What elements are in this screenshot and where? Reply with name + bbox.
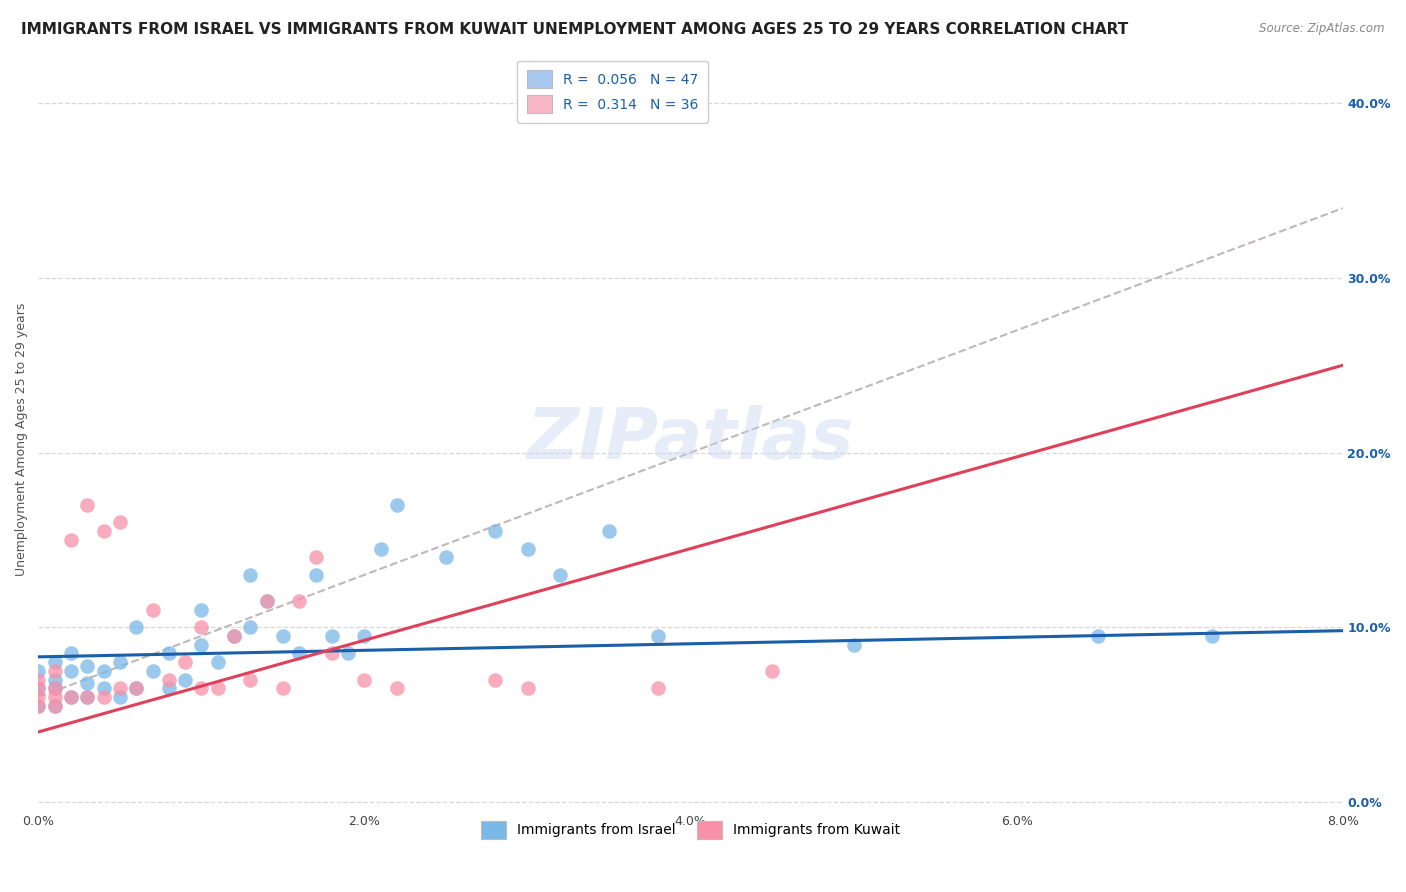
Point: [27, 664, 49, 678]
Point: [60, 533, 83, 547]
Point: [190, 638, 212, 652]
Point: [44, 698, 66, 713]
Point: [321, 646, 343, 660]
Point: [76, 690, 98, 704]
Point: [516, 681, 538, 696]
Point: [44, 673, 66, 687]
Point: [44, 698, 66, 713]
Point: [190, 603, 212, 617]
Point: [190, 681, 212, 696]
Point: [93, 664, 115, 678]
Point: [157, 673, 180, 687]
Point: [76, 690, 98, 704]
Point: [76, 498, 98, 512]
Point: [125, 681, 148, 696]
Point: [271, 629, 294, 643]
Point: [60, 646, 83, 660]
Point: [108, 655, 131, 669]
Point: [321, 629, 343, 643]
Point: [174, 655, 197, 669]
Point: [108, 690, 131, 704]
Point: [157, 681, 180, 696]
Point: [60, 664, 83, 678]
Point: [93, 681, 115, 696]
Point: [385, 498, 408, 512]
Point: [548, 567, 571, 582]
Point: [27, 698, 49, 713]
Point: [141, 603, 163, 617]
Point: [1087, 629, 1109, 643]
Point: [647, 629, 669, 643]
Point: [239, 673, 262, 687]
Point: [207, 655, 229, 669]
Point: [27, 690, 49, 704]
Point: [93, 690, 115, 704]
Point: [27, 681, 49, 696]
Point: [27, 681, 49, 696]
Point: [484, 524, 506, 538]
Point: [207, 681, 229, 696]
Point: [44, 655, 66, 669]
Point: [256, 594, 278, 608]
Point: [44, 681, 66, 696]
Point: [108, 681, 131, 696]
Point: [60, 690, 83, 704]
Text: IMMIGRANTS FROM ISRAEL VS IMMIGRANTS FROM KUWAIT UNEMPLOYMENT AMONG AGES 25 TO 2: IMMIGRANTS FROM ISRAEL VS IMMIGRANTS FRO…: [21, 22, 1129, 37]
Point: [27, 698, 49, 713]
Point: [256, 594, 278, 608]
Point: [157, 646, 180, 660]
Point: [1201, 629, 1223, 643]
Point: [125, 681, 148, 696]
Point: [141, 664, 163, 678]
Point: [239, 620, 262, 634]
Legend: Immigrants from Israel, Immigrants from Kuwait: Immigrants from Israel, Immigrants from …: [475, 815, 905, 845]
Point: [76, 676, 98, 690]
Point: [484, 673, 506, 687]
Point: [108, 516, 131, 530]
Point: [385, 681, 408, 696]
Point: [353, 673, 375, 687]
Point: [44, 690, 66, 704]
Point: [125, 620, 148, 634]
Point: [370, 541, 392, 556]
Point: [304, 550, 326, 565]
Point: [516, 541, 538, 556]
Point: [434, 550, 457, 565]
Point: [190, 620, 212, 634]
Point: [44, 664, 66, 678]
Point: [598, 524, 620, 538]
Point: [842, 638, 865, 652]
Point: [239, 567, 262, 582]
Point: [353, 629, 375, 643]
Point: [93, 524, 115, 538]
Point: [271, 681, 294, 696]
Point: [27, 673, 49, 687]
Point: [174, 673, 197, 687]
Text: Source: ZipAtlas.com: Source: ZipAtlas.com: [1260, 22, 1385, 36]
Point: [222, 629, 245, 643]
Point: [60, 690, 83, 704]
Y-axis label: Unemployment Among Ages 25 to 29 years: Unemployment Among Ages 25 to 29 years: [15, 302, 28, 576]
Point: [76, 658, 98, 673]
Point: [761, 664, 783, 678]
Point: [44, 681, 66, 696]
Point: [288, 646, 311, 660]
Point: [647, 681, 669, 696]
Point: [304, 567, 326, 582]
Point: [222, 629, 245, 643]
Text: ZIPatlas: ZIPatlas: [527, 405, 855, 474]
Point: [337, 646, 360, 660]
Point: [288, 594, 311, 608]
